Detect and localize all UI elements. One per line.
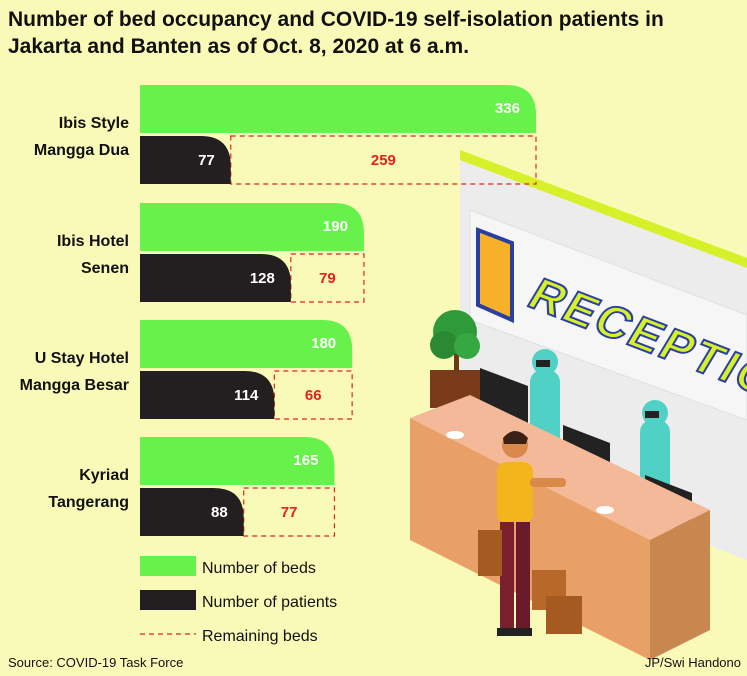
patients-bar [140, 488, 244, 536]
category-label: Senen [81, 260, 129, 277]
beds-value-label: 336 [495, 100, 520, 117]
remaining-bar [290, 253, 365, 303]
remaining-bar [230, 135, 537, 185]
reception-sign-panel [469, 209, 747, 421]
patients-bar [140, 254, 291, 302]
legend-swatch-patients [140, 590, 196, 610]
chart-category-labels: Ibis Style Mangga Dua Ibis Hotel Senen U Sta… [20, 115, 129, 511]
remaining-value-label: 77 [281, 504, 298, 521]
luggage-1 [478, 530, 502, 576]
beds-bar [140, 320, 353, 368]
chart-title: Number of bed occupancy and COVID-19 sel… [8, 8, 664, 58]
remaining-value-label: 259 [371, 152, 396, 169]
category-label: Mangga Besar [20, 377, 129, 394]
patients-value-label: 77 [198, 152, 215, 169]
category-label: Tangerang [48, 494, 129, 511]
plant-stem [454, 335, 459, 373]
footer-source: Source: COVID-19 Task Force [8, 655, 184, 670]
traveller [497, 431, 566, 636]
counter-side [650, 510, 710, 660]
category-label: U Stay Hotel [35, 350, 129, 367]
remaining-bar [273, 370, 353, 420]
remaining-value-label: 66 [305, 387, 322, 404]
beds-bar [140, 437, 335, 485]
legend: Number of beds Number of patients Remain… [140, 556, 337, 645]
legend-label-beds: Number of beds [202, 560, 316, 577]
beds-value-label: 180 [311, 335, 336, 352]
category-label: Kyriad [79, 467, 129, 484]
legend-label-remaining: Remaining beds [202, 628, 318, 645]
beds-value-label: 165 [293, 452, 318, 469]
patients-bar [140, 136, 231, 184]
remaining-value-label: 79 [319, 270, 336, 287]
reception-wall-top [460, 150, 747, 268]
chart-bars: 336 77 259 190 128 79 180 114 66 165 88 77 [140, 85, 537, 537]
remaining-bar [243, 487, 336, 537]
category-label: Ibis Hotel [57, 233, 129, 250]
patients-value-label: 88 [211, 504, 228, 521]
patients-value-label: 114 [234, 387, 259, 404]
beds-bar [140, 85, 536, 133]
category-label: Ibis Style [59, 115, 129, 132]
legend-swatch-beds [140, 556, 196, 576]
beds-bar [140, 203, 364, 251]
luggage-3 [546, 596, 582, 634]
footer-credit: JP/Swi Handono [644, 655, 741, 670]
beds-value-label: 190 [323, 218, 348, 235]
patients-value-label: 128 [250, 270, 275, 287]
category-label: Mangga Dua [34, 142, 129, 159]
reception-sign-logo [476, 227, 514, 324]
patients-bar [140, 371, 275, 419]
reception-illustration: RECEPTION [410, 150, 747, 660]
counter-top [410, 395, 710, 540]
legend-label-patients: Number of patients [202, 594, 337, 611]
